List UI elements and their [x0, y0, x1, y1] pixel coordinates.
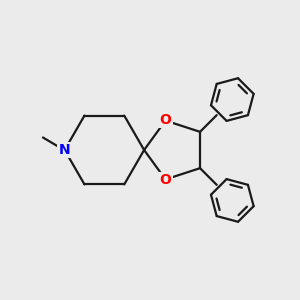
Text: O: O [160, 113, 171, 127]
Text: O: O [160, 173, 171, 187]
Text: N: N [59, 143, 70, 157]
